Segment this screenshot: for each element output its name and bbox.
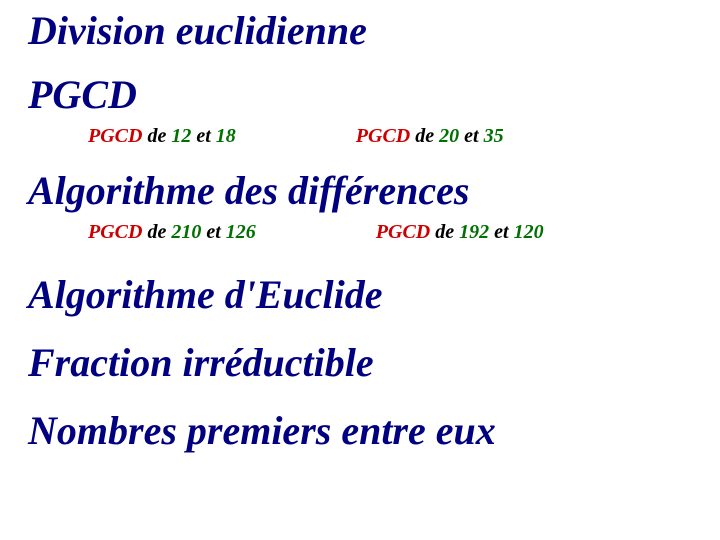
mid: de <box>142 125 171 147</box>
mid: de <box>142 221 171 243</box>
label: PGCD <box>88 125 142 147</box>
value-a: 12 <box>171 125 191 147</box>
and: et <box>489 221 513 243</box>
page-root: Division euclidienne PGCD PGCD de 12 et … <box>0 10 720 540</box>
pgcd-example-20-35[interactable]: PGCD de 20 et 35 <box>356 124 504 148</box>
heading-pgcd[interactable]: PGCD <box>28 74 700 116</box>
diff-example-210-126[interactable]: PGCD de 210 et 126 <box>88 220 256 244</box>
value-b: 18 <box>216 125 236 147</box>
heading-division-euclidienne[interactable]: Division euclidienne <box>28 10 700 52</box>
mid: de <box>430 221 459 243</box>
and: et <box>191 125 215 147</box>
value-b: 126 <box>226 221 256 243</box>
heading-fraction-irreductible[interactable]: Fraction irréductible <box>28 342 700 384</box>
label: PGCD <box>88 221 142 243</box>
value-a: 210 <box>171 221 201 243</box>
diff-example-192-120[interactable]: PGCD de 192 et 120 <box>376 220 544 244</box>
and: et <box>201 221 225 243</box>
pgcd-examples-row: PGCD de 12 et 18 PGCD de 20 et 35 <box>28 124 700 148</box>
value-b: 35 <box>484 125 504 147</box>
value-a: 192 <box>459 221 489 243</box>
heading-algo-differences[interactable]: Algorithme des différences <box>28 170 700 212</box>
value-a: 20 <box>439 125 459 147</box>
and: et <box>459 125 483 147</box>
heading-nombres-premiers[interactable]: Nombres premiers entre eux <box>28 410 700 452</box>
label: PGCD <box>376 221 430 243</box>
label: PGCD <box>356 125 410 147</box>
value-b: 120 <box>514 221 544 243</box>
mid: de <box>410 125 439 147</box>
pgcd-example-12-18[interactable]: PGCD de 12 et 18 <box>88 124 236 148</box>
heading-algo-euclide[interactable]: Algorithme d'Euclide <box>28 274 700 316</box>
diff-examples-row: PGCD de 210 et 126 PGCD de 192 et 120 <box>28 220 700 244</box>
